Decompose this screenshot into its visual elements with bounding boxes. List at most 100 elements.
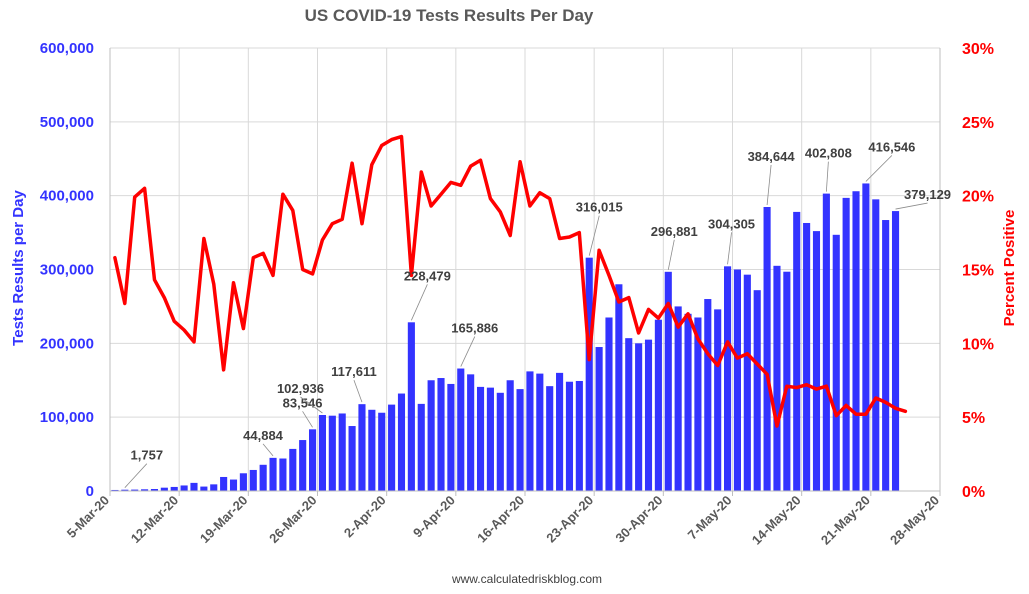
- y-tick-right: 25%: [962, 115, 994, 132]
- bar: [467, 374, 475, 491]
- data-label-leader: [667, 239, 675, 270]
- x-tick-label: 2-Apr-20: [341, 493, 389, 541]
- percent-positive-series: [113, 134, 908, 428]
- bar: [812, 231, 821, 491]
- x-tick-label: 16-Apr-20: [474, 493, 527, 546]
- y-tick-left: 600,000: [40, 40, 94, 57]
- bar: [378, 412, 386, 491]
- bar: [160, 487, 168, 491]
- bar: [150, 489, 159, 491]
- bar: [625, 338, 633, 491]
- bar: [565, 381, 574, 491]
- x-tick-label: 21-May-20: [818, 493, 873, 548]
- y-tick-right: 10%: [962, 336, 994, 353]
- bar: [615, 284, 623, 491]
- x-tick-label: 19-Mar-20: [197, 493, 251, 547]
- y-tick-left: 0: [86, 483, 94, 500]
- bar: [644, 339, 653, 491]
- bar: [872, 199, 880, 491]
- data-label: 416,546: [868, 139, 915, 154]
- data-label-leader: [124, 463, 148, 488]
- bar: [170, 486, 178, 491]
- bar: [595, 347, 603, 491]
- bar: [318, 414, 326, 491]
- bar: [585, 257, 593, 491]
- bar: [348, 426, 356, 491]
- bar: [279, 458, 287, 491]
- bar: [891, 211, 900, 491]
- bar: [190, 482, 198, 491]
- x-tick-label: 26-Mar-20: [266, 493, 320, 547]
- bar: [220, 476, 228, 491]
- bar: [210, 484, 218, 491]
- bar: [249, 469, 257, 491]
- y-tick-left: 200,000: [40, 335, 94, 352]
- data-label-leader: [411, 284, 428, 321]
- bar: [427, 380, 435, 491]
- bar-series: [111, 183, 900, 492]
- bar: [556, 372, 564, 491]
- bar: [121, 489, 129, 491]
- bar: [180, 485, 188, 491]
- bar: [516, 389, 524, 491]
- bar: [131, 489, 139, 491]
- x-tick-label: 7-May-20: [685, 493, 735, 543]
- x-tick-label: 30-Apr-20: [612, 493, 665, 546]
- y-axis-label-left: Tests Results per Day: [10, 190, 27, 346]
- data-label: 228,479: [404, 268, 451, 283]
- bar: [546, 386, 554, 491]
- y-tick-right: 20%: [962, 189, 994, 206]
- data-label-leader: [825, 161, 829, 192]
- data-label: 402,808: [805, 146, 852, 161]
- bar: [862, 183, 870, 492]
- bar: [753, 290, 761, 491]
- x-tick-label: 23-Apr-20: [543, 493, 596, 546]
- y-tick-left: 400,000: [40, 188, 94, 205]
- bar: [793, 211, 801, 491]
- data-label: 379,129: [904, 187, 951, 202]
- bar: [457, 368, 465, 491]
- bar: [496, 392, 504, 491]
- data-label: 117,611: [331, 364, 377, 379]
- data-label-leader: [895, 202, 928, 210]
- bar: [486, 387, 494, 491]
- bar: [852, 191, 860, 491]
- bar: [674, 306, 682, 491]
- data-label-leader: [727, 232, 732, 265]
- data-label: 384,644: [748, 149, 796, 164]
- bar: [635, 343, 643, 491]
- y-tick-right: 30%: [962, 41, 994, 58]
- data-label: 165,886: [451, 321, 498, 336]
- bar: [111, 489, 119, 491]
- data-label-leader: [865, 155, 893, 182]
- bar: [239, 473, 247, 491]
- data-label-leader: [588, 215, 600, 256]
- y-tick-left: 100,000: [40, 409, 94, 426]
- bar: [842, 197, 850, 492]
- bar: [299, 440, 307, 491]
- data-label: 316,015: [576, 200, 623, 215]
- bar: [388, 404, 396, 491]
- y-tick-right: 15%: [962, 263, 994, 280]
- bar: [822, 193, 830, 491]
- bar: [882, 220, 890, 491]
- bar: [259, 464, 267, 491]
- bar: [724, 266, 732, 491]
- x-tick-label: 9-Apr-20: [410, 493, 458, 541]
- bar: [773, 265, 781, 491]
- bar: [575, 380, 583, 491]
- bar: [733, 269, 741, 491]
- bar: [368, 409, 376, 491]
- data-label: 83,546: [283, 395, 323, 410]
- percent-positive-line: [113, 134, 908, 428]
- x-tick-label: 28-May-20: [887, 493, 942, 548]
- bar: [338, 413, 346, 491]
- data-label-leader: [262, 443, 274, 457]
- bar: [476, 386, 485, 491]
- x-tick-label: 12-Mar-20: [128, 493, 182, 547]
- data-label: 44,884: [243, 428, 284, 443]
- data-label-leader: [460, 336, 476, 367]
- bar: [654, 319, 662, 491]
- bar: [229, 479, 238, 491]
